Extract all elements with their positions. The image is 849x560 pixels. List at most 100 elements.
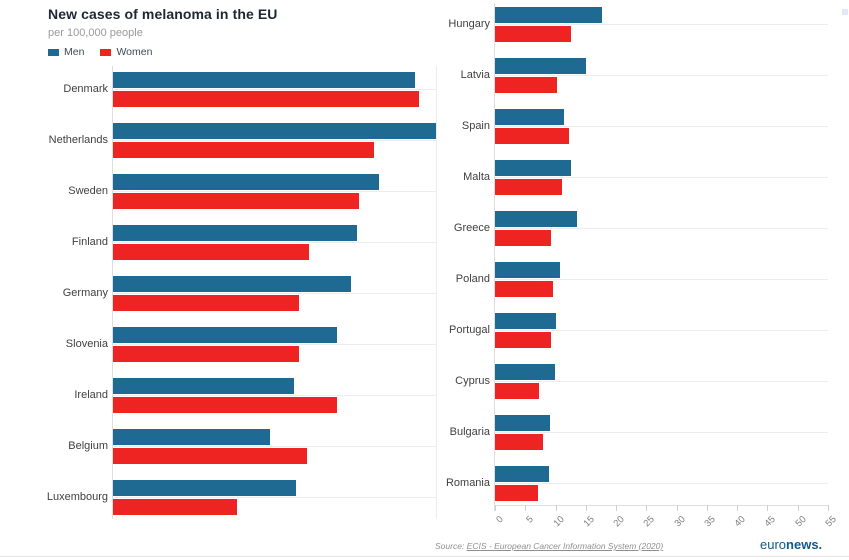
men-bar[interactable] [495, 262, 560, 278]
row-gridline [113, 191, 436, 192]
men-bar[interactable] [495, 211, 578, 227]
scroll-handle-icon [842, 9, 848, 15]
legend-item-women[interactable]: Women [100, 46, 152, 58]
row-gridline [495, 126, 828, 127]
category-label: Ireland [74, 389, 108, 401]
men-bar[interactable] [495, 415, 551, 431]
category-label: Denmark [63, 83, 108, 95]
chart-subtitle: per 100,000 people [48, 27, 143, 39]
men-bar[interactable] [113, 480, 296, 496]
chart-header: New cases of melanoma in the EU per 100,… [48, 6, 278, 58]
logo-text-euro: euro [760, 537, 787, 552]
category-label: Greece [453, 222, 490, 234]
x-axis-tick-label: 35 [702, 514, 718, 530]
category-label: Finland [71, 236, 108, 248]
row-gridline [113, 497, 436, 498]
women-color-swatch [100, 48, 112, 56]
women-bar[interactable] [113, 397, 338, 413]
chart-title: New cases of melanoma in the EU [48, 6, 278, 22]
legend: Men Women [48, 46, 278, 58]
row-gridline [113, 446, 436, 447]
x-axis-tick [495, 505, 496, 511]
category-label: Sweden [68, 185, 108, 197]
women-bar[interactable] [113, 244, 310, 260]
x-axis-tick [767, 505, 769, 511]
women-bar[interactable] [495, 281, 554, 297]
row-gridline [495, 279, 828, 280]
row-gridline [495, 228, 828, 229]
women-bar[interactable] [113, 499, 237, 515]
women-bar[interactable] [113, 193, 360, 209]
plot-right-edge-line [436, 66, 437, 519]
category-label: Germany [62, 287, 108, 299]
row-gridline [113, 242, 436, 243]
category-label: Romania [445, 477, 490, 489]
women-bar[interactable] [495, 128, 569, 144]
women-bar[interactable] [495, 332, 552, 348]
men-bar[interactable] [113, 225, 357, 241]
row-gridline [113, 395, 436, 396]
men-bar[interactable] [113, 327, 337, 343]
women-bar[interactable] [113, 295, 300, 311]
men-bar[interactable] [495, 466, 549, 482]
source-credit: Source: ECIS - European Cancer Informati… [435, 541, 663, 551]
men-bar[interactable] [113, 174, 380, 190]
x-axis-tick-label: 40 [732, 514, 748, 530]
row-gridline [495, 432, 828, 433]
men-bar[interactable] [495, 7, 603, 23]
men-bar[interactable] [113, 72, 416, 88]
men-bar[interactable] [113, 276, 351, 292]
women-bar[interactable] [495, 77, 557, 93]
women-bar[interactable] [495, 434, 544, 450]
x-axis-line [494, 505, 829, 506]
men-color-swatch [48, 48, 59, 56]
men-bar[interactable] [113, 429, 271, 445]
x-axis-tick [585, 505, 587, 511]
women-bar[interactable] [495, 485, 538, 501]
women-bar[interactable] [113, 142, 374, 158]
row-gridline [113, 140, 436, 141]
women-bar[interactable] [495, 230, 552, 246]
men-bar[interactable] [495, 364, 555, 380]
source-link[interactable]: ECIS - European Cancer Information Syste… [466, 541, 664, 551]
men-bar[interactable] [495, 109, 564, 125]
category-label: Spain [461, 120, 490, 132]
men-bar[interactable] [495, 313, 557, 329]
category-label: Portugal [449, 324, 490, 336]
x-axis-tick [827, 505, 829, 511]
category-label: Netherlands [48, 134, 108, 146]
x-axis-tick [616, 505, 618, 511]
row-gridline [495, 330, 828, 331]
women-bar[interactable] [113, 346, 300, 362]
euronews-logo: euronews. [760, 537, 822, 552]
category-label: Belgium [68, 440, 108, 452]
row-gridline [495, 381, 828, 382]
legend-item-men[interactable]: Men [48, 46, 84, 58]
women-bar[interactable] [495, 26, 571, 42]
legend-label-men: Men [64, 46, 85, 58]
men-bar[interactable] [113, 378, 295, 394]
women-bar[interactable] [495, 383, 540, 399]
logo-text-news: news. [786, 537, 823, 552]
men-bar[interactable] [495, 58, 586, 74]
x-axis-tick [797, 505, 799, 511]
men-bar[interactable] [495, 160, 571, 176]
women-bar[interactable] [113, 448, 308, 464]
women-bar[interactable] [113, 91, 419, 107]
footer-divider [0, 556, 849, 557]
y-axis-line [494, 3, 495, 511]
x-axis-tick [555, 505, 557, 511]
x-axis-tick [737, 505, 739, 511]
women-bar[interactable] [495, 179, 562, 195]
category-label: Bulgaria [449, 426, 490, 438]
row-gridline [113, 89, 436, 90]
row-gridline [495, 177, 828, 178]
category-label: Malta [463, 171, 490, 183]
men-bar[interactable] [113, 123, 436, 139]
row-gridline [495, 483, 828, 484]
category-label: Hungary [448, 18, 490, 30]
source-prefix: Source: [435, 541, 465, 551]
row-gridline [113, 293, 436, 294]
x-axis-tick [676, 505, 678, 511]
